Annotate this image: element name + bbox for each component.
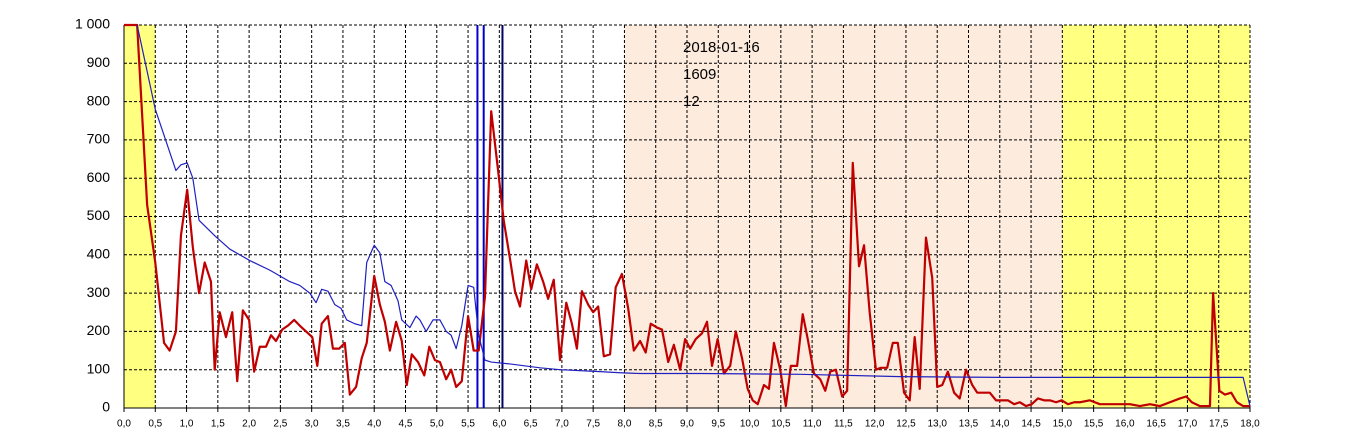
x-tick-label: 7,0	[555, 419, 569, 430]
y-tick-label: 300	[87, 284, 111, 300]
x-tick-label: 1,5	[211, 419, 225, 430]
y-tick-label: 1 000	[75, 16, 110, 32]
x-tick-label: 11,0	[803, 419, 822, 430]
x-tick-label: 0,5	[148, 419, 162, 430]
x-tick-label: 6,0	[492, 419, 506, 430]
x-tick-label: 12,0	[865, 419, 885, 430]
x-tick-label: 13,0	[927, 419, 947, 430]
x-tick-label: 0,0	[117, 419, 131, 430]
x-tick-label: 9,0	[680, 419, 694, 430]
y-tick-label: 100	[87, 360, 111, 376]
x-tick-label: 15,0	[1053, 419, 1073, 430]
x-tick-label: 12,5	[896, 419, 916, 430]
x-tick-label: 14,0	[990, 419, 1010, 430]
x-tick-label: 11,5	[834, 419, 853, 430]
x-tick-label: 2,0	[242, 419, 256, 430]
data-line	[124, 23, 1250, 408]
x-tick-label: 9,5	[711, 419, 725, 430]
x-tick-label: 4,5	[399, 419, 413, 430]
x-tick-label: 17,0	[1178, 419, 1198, 430]
annotation: 2018-01-16	[683, 39, 760, 56]
data-line	[136, 24, 1251, 407]
x-tick-label: 14,5	[1021, 419, 1041, 430]
x-tick-label: 15,5	[1084, 419, 1104, 430]
x-tick-label: 16,5	[1146, 419, 1166, 430]
x-tick-label: 8,5	[649, 419, 663, 430]
x-tick-label: 1,0	[180, 419, 194, 430]
x-tick-label: 17,5	[1209, 419, 1229, 430]
y-tick-label: 200	[87, 322, 111, 338]
x-tick-label: 6,5	[524, 419, 538, 430]
annotation: 1609	[683, 66, 716, 83]
y-tick-label: 500	[87, 207, 111, 223]
x-tick-label: 18,0	[1240, 419, 1260, 430]
y-tick-label: 400	[87, 246, 111, 262]
x-tick-label: 13,5	[959, 419, 979, 430]
x-tick-label: 5,5	[461, 419, 475, 430]
x-tick-label: 8,0	[617, 419, 631, 430]
x-tick-label: 10,5	[771, 419, 791, 430]
x-tick-label: 10,0	[740, 419, 760, 430]
x-tick-label: 5,0	[430, 419, 444, 430]
y-tick-label: 800	[87, 92, 111, 108]
x-tick-label: 4,0	[367, 419, 381, 430]
x-tick-label: 2,5	[273, 419, 287, 430]
x-tick-label: 3,0	[305, 419, 319, 430]
x-tick-label: 16,0	[1115, 419, 1135, 430]
x-tick-label: 3,5	[336, 419, 350, 430]
y-tick-label: 700	[87, 131, 111, 147]
annotation: 12	[683, 93, 700, 110]
y-tick-label: 900	[87, 54, 111, 70]
x-tick-label: 7,5	[586, 419, 600, 430]
y-tick-label: 0	[102, 399, 110, 415]
y-tick-label: 600	[87, 169, 111, 185]
